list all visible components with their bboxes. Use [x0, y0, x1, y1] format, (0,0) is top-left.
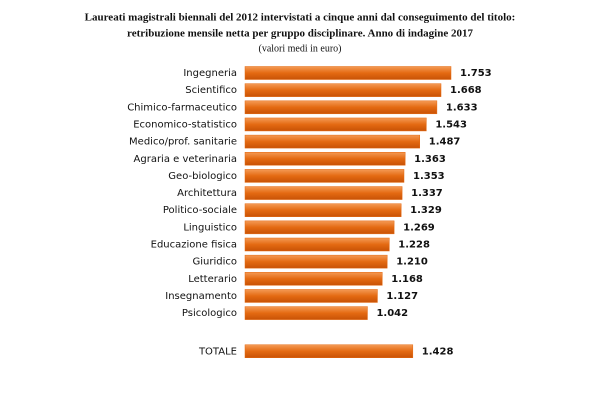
bar	[244, 152, 406, 166]
bar	[244, 169, 405, 183]
category-label: Insegnamento	[165, 291, 237, 302]
bar	[244, 272, 383, 286]
value-label: 1.363	[414, 154, 446, 165]
value-label: 1.269	[403, 222, 435, 233]
chart-title: Laureati magistrali biennali del 2012 in…	[85, 12, 516, 24]
category-label: Politico-sociale	[163, 205, 237, 216]
value-label: 1.543	[435, 119, 467, 130]
bar	[244, 134, 420, 149]
category-label: Chimico-farmaceutico	[127, 102, 237, 113]
bar	[244, 186, 403, 200]
value-label: 1.428	[422, 346, 454, 357]
value-label: 1.353	[413, 171, 445, 182]
category-label: Agraria e veterinaria	[134, 154, 237, 165]
value-label: 1.668	[450, 85, 482, 96]
value-label: 1.210	[396, 257, 428, 268]
bar	[244, 100, 438, 115]
category-label: Scientifico	[185, 85, 237, 96]
category-label: Geo-biologico	[168, 171, 237, 182]
category-label: Educazione fisica	[151, 240, 237, 251]
bar	[244, 220, 395, 235]
category-label: Economico-statistico	[133, 119, 237, 130]
value-label: 1.487	[429, 137, 461, 148]
bar	[244, 344, 414, 358]
value-label: 1.228	[398, 240, 430, 251]
category-label: Psicologico	[182, 308, 237, 319]
category-label: Giuridico	[193, 257, 238, 268]
category-label: Architettura	[177, 188, 237, 199]
value-label: 1.329	[410, 205, 442, 216]
category-label: Linguistico	[183, 222, 237, 233]
value-label: 1.127	[386, 291, 418, 302]
category-label: Medico/prof. sanitarie	[129, 137, 237, 148]
bar	[244, 117, 427, 132]
value-label: 1.337	[411, 188, 443, 199]
bar	[244, 83, 442, 97]
bar	[244, 203, 402, 217]
bar	[244, 289, 378, 303]
value-label: 1.633	[446, 102, 478, 113]
category-label: Ingegneria	[183, 68, 237, 79]
chart-title: retribuzione mensile netta per gruppo di…	[127, 28, 473, 40]
bar	[244, 306, 368, 320]
value-label: 1.168	[391, 274, 423, 285]
category-label: TOTALE	[198, 346, 237, 357]
value-label: 1.753	[460, 68, 492, 79]
bar	[244, 66, 452, 80]
value-label: 1.042	[376, 308, 408, 319]
bar	[244, 237, 390, 252]
bar	[244, 254, 388, 269]
category-label: Letterario	[188, 274, 237, 285]
chart-subtitle: (valori medi in euro)	[258, 43, 341, 54]
